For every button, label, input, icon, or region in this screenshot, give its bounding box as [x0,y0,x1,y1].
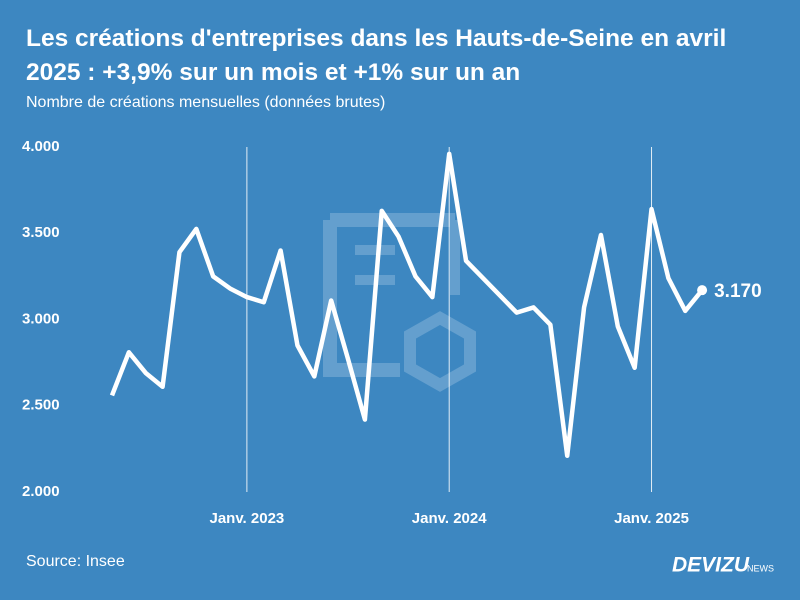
x-tick-label: Janv. 2023 [209,510,284,527]
brand: DEVIZU [672,554,750,577]
x-tick-label: Janv. 2024 [412,510,487,527]
y-tick-label: 3.000 [22,310,60,327]
source: Source: Insee [26,553,125,570]
chart-subtitle: Nombre de créations mensuelles (données … [26,94,386,111]
value-label: 3.170 [714,281,762,302]
brand-suffix: NEWS [747,563,774,573]
line [109,151,704,459]
y-tick-label: 2.000 [22,483,60,500]
chart-title: Les créations d'entreprises dans les Hau… [26,25,727,86]
end-point [697,285,708,296]
x-tick-label: Janv. 2025 [614,510,689,527]
y-tick-label: 2.500 [22,397,60,414]
y-tick-label: 3.500 [22,224,60,241]
y-tick-label: 4.000 [22,138,60,155]
